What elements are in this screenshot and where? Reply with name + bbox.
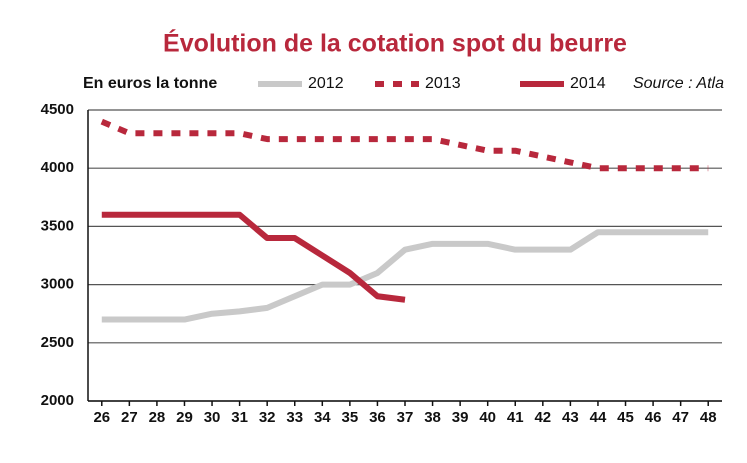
x-tick-label: 42: [534, 409, 551, 426]
y-tick-label: 3500: [41, 217, 74, 234]
x-tick-label: 27: [121, 409, 138, 426]
x-tick-label: 34: [314, 409, 331, 426]
chart-title: Évolution de la cotation spot du beurre: [163, 29, 627, 58]
y-tick-label: 3000: [41, 276, 74, 293]
x-tick-label: 33: [286, 409, 303, 426]
x-tick-label: 40: [479, 409, 496, 426]
series-line: [101, 229, 709, 323]
legend-label: 2012: [308, 75, 344, 92]
series-line: [100, 118, 709, 172]
source: Source : Atla: [633, 75, 724, 92]
x-tick-label: 26: [93, 409, 110, 426]
x-tick-label: 29: [176, 409, 193, 426]
x-tick-label: 48: [700, 409, 717, 426]
legend-label: 2014: [570, 75, 606, 92]
x-tick-label: 38: [424, 409, 441, 426]
x-tick-label: 37: [397, 409, 414, 426]
y-tick-label: 2500: [41, 334, 74, 351]
x-tick-label: 35: [342, 409, 359, 426]
subtitle: En euros la tonne: [83, 75, 217, 92]
x-tick-label: 39: [452, 409, 469, 426]
series-line: [101, 211, 406, 303]
x-tick-label: 30: [204, 409, 221, 426]
x-tick-label: 36: [369, 409, 386, 426]
x-tick-label: 47: [672, 409, 689, 426]
x-tick-label: 31: [231, 409, 248, 426]
x-tick-label: 44: [590, 409, 607, 426]
x-tick-label: 43: [562, 409, 579, 426]
y-tick-label: 4000: [41, 159, 74, 176]
y-tick-label: 4500: [41, 101, 74, 118]
x-tick-label: 41: [507, 409, 524, 426]
x-tick-label: 32: [259, 409, 276, 426]
x-tick-label: 46: [645, 409, 662, 426]
x-tick-label: 28: [149, 409, 166, 426]
x-tick-label: 45: [617, 409, 634, 426]
legend-label: 2013: [425, 75, 461, 92]
y-tick-label: 2000: [41, 392, 74, 409]
